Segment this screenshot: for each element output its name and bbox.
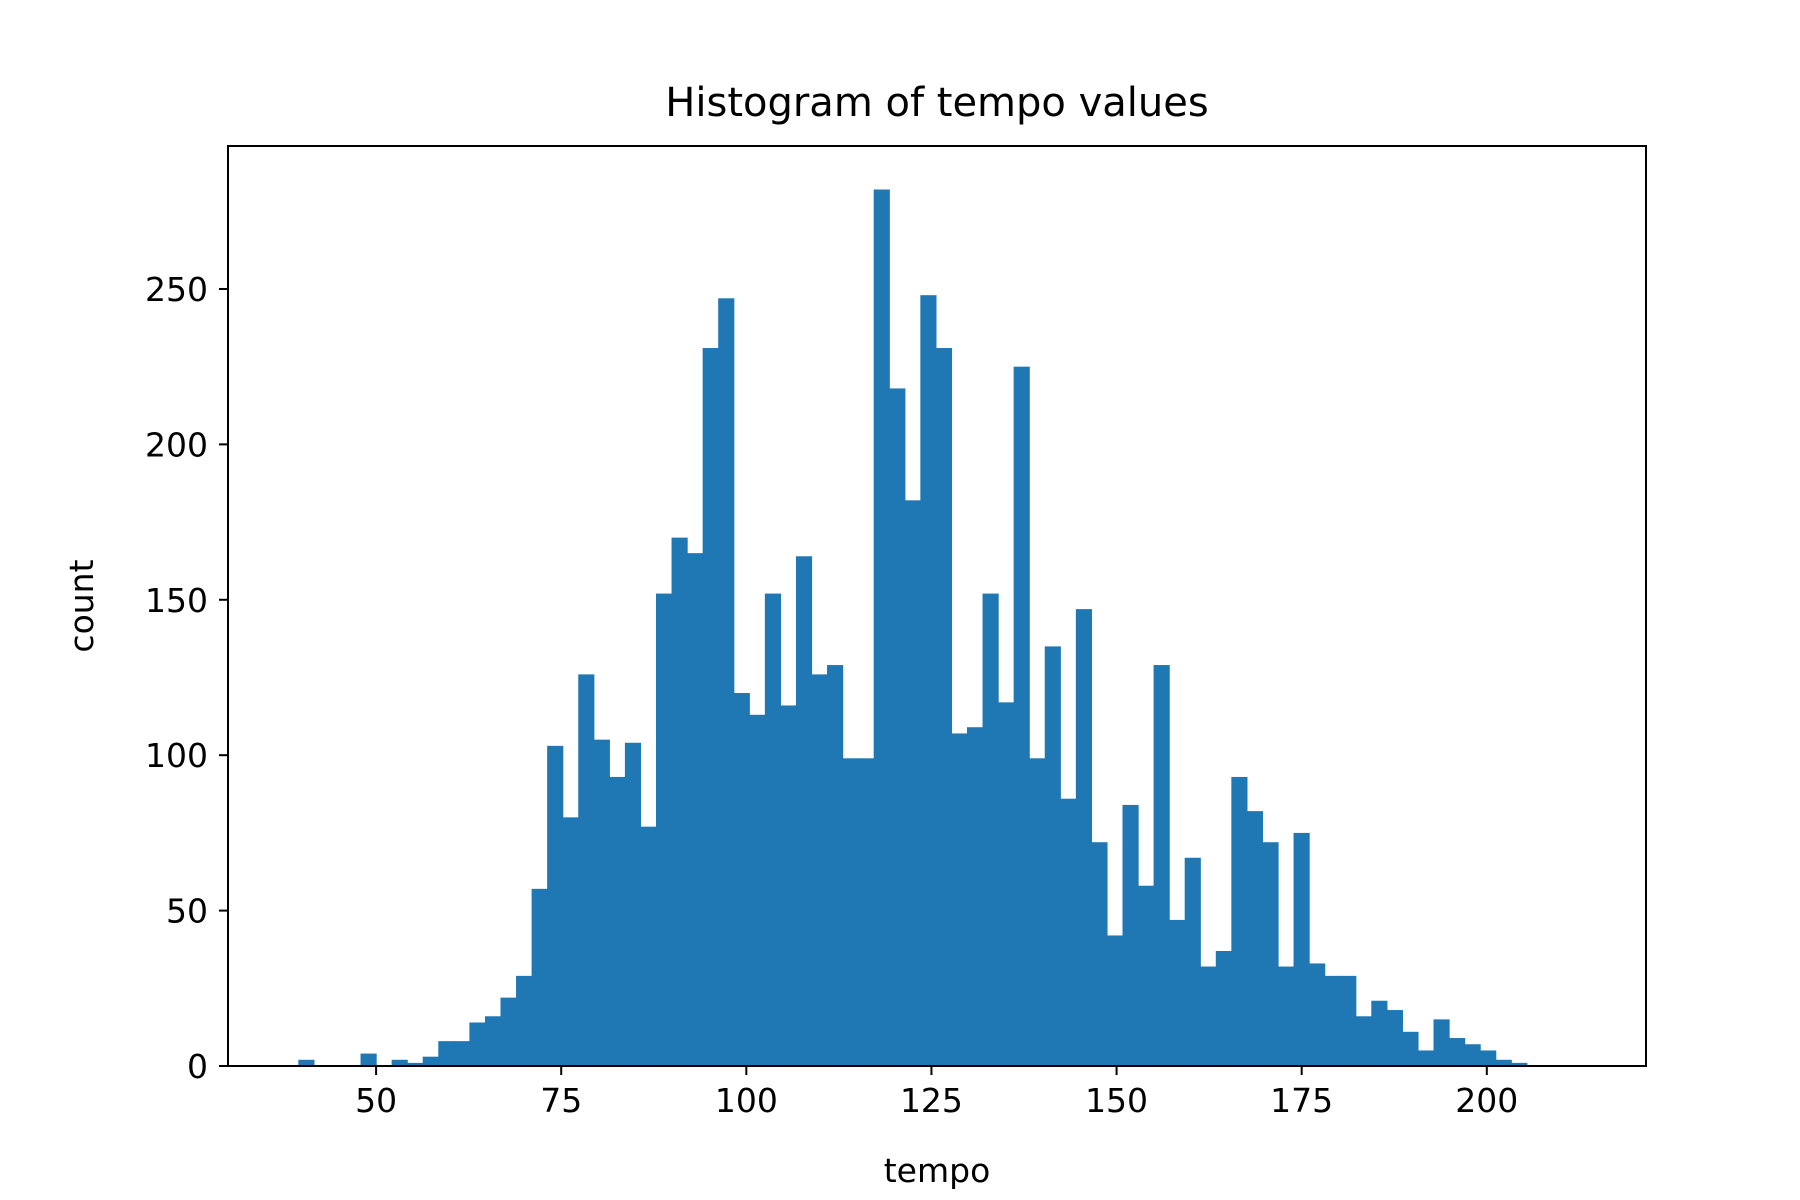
histogram-bar <box>578 674 595 1066</box>
y-tick-label: 0 <box>187 1047 208 1086</box>
histogram-bar <box>609 776 626 1066</box>
histogram-bar <box>749 714 766 1066</box>
histogram-bar <box>920 295 937 1066</box>
histogram-bar <box>951 733 968 1066</box>
histogram-bar <box>516 975 533 1066</box>
histogram-bar <box>1231 776 1248 1066</box>
histogram-bar <box>1417 1050 1435 1066</box>
x-tick-label: 200 <box>1455 1081 1518 1120</box>
y-tick-label: 100 <box>145 736 208 775</box>
histogram-bar <box>547 745 564 1066</box>
histogram-bar <box>733 693 750 1066</box>
y-tick-label: 200 <box>145 425 208 464</box>
y-tick-label: 150 <box>145 581 208 620</box>
histogram-bar <box>1200 966 1217 1066</box>
histogram-bar <box>1122 804 1139 1066</box>
bars-layer <box>298 189 1528 1066</box>
histogram-bar <box>1169 919 1186 1066</box>
histogram-bar <box>593 739 610 1066</box>
x-axis: 50 75 100 125 150 175 200 <box>355 1066 1518 1120</box>
histogram-bar <box>1371 1000 1388 1066</box>
y-tick-label: 50 <box>166 892 208 931</box>
histogram-bar <box>1277 966 1295 1066</box>
histogram-bar <box>904 500 921 1066</box>
histogram-bar <box>655 593 673 1066</box>
histogram-bar <box>811 674 828 1066</box>
histogram-bar <box>1138 885 1155 1066</box>
histogram-bar <box>966 727 984 1066</box>
histogram-bar <box>827 665 844 1066</box>
histogram-bar <box>391 1059 408 1066</box>
histogram-bar <box>1091 842 1108 1066</box>
histogram-bar <box>982 593 999 1066</box>
histogram-bar <box>702 348 719 1066</box>
histogram-bar <box>1215 951 1232 1066</box>
histogram-bar <box>469 1022 486 1066</box>
histogram-bar <box>562 817 579 1066</box>
histogram-bar <box>858 758 875 1066</box>
histogram-bar <box>889 388 906 1066</box>
y-tick-label: 250 <box>145 270 208 309</box>
histogram-bar <box>1511 1062 1528 1066</box>
histogram-bar <box>500 997 517 1066</box>
histogram-bar <box>407 1062 424 1066</box>
histogram-bar <box>1184 857 1201 1066</box>
histogram-bar <box>1293 832 1310 1066</box>
histogram-bar <box>1153 665 1170 1066</box>
x-axis-label: tempo <box>884 1151 991 1190</box>
y-axis-label: count <box>62 559 101 652</box>
histogram-bar <box>1495 1059 1512 1066</box>
histogram-bar <box>1309 963 1326 1066</box>
histogram-bar <box>1246 811 1264 1066</box>
histogram-bar <box>1402 1031 1419 1066</box>
histogram-bar <box>1433 1019 1450 1066</box>
histogram-bar <box>1013 366 1030 1066</box>
histogram-bar <box>842 758 859 1066</box>
histogram-bar <box>422 1056 439 1066</box>
histogram-bar <box>1075 609 1092 1066</box>
histogram-bar <box>718 298 735 1066</box>
histogram-bar <box>764 593 781 1066</box>
histogram-bar <box>1464 1044 1481 1066</box>
histogram-bar <box>1324 975 1341 1066</box>
histogram-bar <box>453 1041 470 1066</box>
histogram-bar <box>1340 975 1357 1066</box>
histogram-bar <box>1386 1010 1403 1066</box>
chart-title: Histogram of tempo values <box>665 80 1208 126</box>
histogram-bar <box>780 705 797 1066</box>
histogram-bar <box>531 888 548 1066</box>
histogram-bar <box>1044 646 1061 1066</box>
histogram-bar <box>873 189 890 1066</box>
histogram-bar <box>640 826 657 1066</box>
histogram-bar <box>438 1041 455 1066</box>
histogram-bar <box>1355 1016 1372 1066</box>
histogram-bar <box>298 1059 315 1066</box>
histogram-bar <box>795 556 813 1066</box>
histogram-bar <box>1480 1050 1497 1066</box>
x-tick-label: 100 <box>715 1081 778 1120</box>
x-tick-label: 175 <box>1270 1081 1333 1120</box>
histogram-bar <box>998 702 1015 1066</box>
histogram-bar <box>360 1053 377 1066</box>
x-tick-label: 150 <box>1085 1081 1148 1120</box>
histogram-bar <box>1029 758 1046 1066</box>
histogram-bar <box>1449 1038 1466 1066</box>
histogram-bar <box>1262 842 1279 1066</box>
x-tick-label: 125 <box>900 1081 963 1120</box>
plot-frame <box>227 145 1647 1067</box>
x-tick-label: 75 <box>540 1081 582 1120</box>
y-axis: 0 50 100 150 200 250 <box>145 270 228 1086</box>
histogram-bar <box>687 553 704 1066</box>
histogram-bar <box>671 537 688 1066</box>
histogram-bar <box>1060 798 1077 1066</box>
histogram-bar <box>1106 935 1124 1066</box>
histogram-bar <box>935 348 953 1066</box>
histogram-bar <box>624 742 642 1066</box>
x-tick-label: 50 <box>355 1081 397 1120</box>
histogram-bar <box>484 1016 502 1066</box>
